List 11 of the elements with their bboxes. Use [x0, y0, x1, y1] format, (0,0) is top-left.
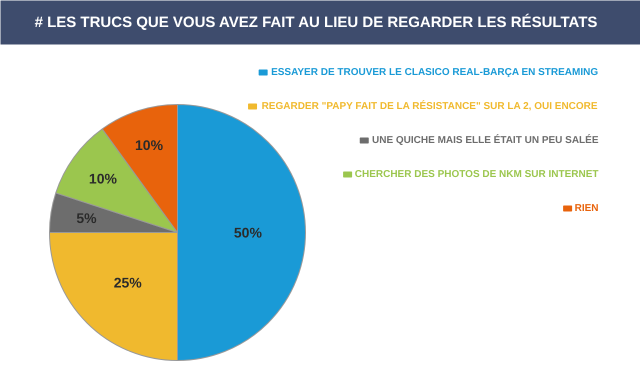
chart-title: # LES TRUCS QUE VOUS AVEZ FAIT AU LIEU DE REGARDER LES RÉSULTATS: [34, 13, 598, 31]
data-label: 5%: [76, 210, 98, 226]
legend-label: RIEN: [574, 203, 599, 214]
data-label: 25%: [114, 274, 142, 290]
data-label: 10%: [135, 136, 164, 153]
legend-label: UNE QUICHE MAIS ELLE ÉTAIT UN PEU SALÉE: [372, 134, 599, 146]
data-label: 50%: [234, 224, 262, 240]
legend-label: ESSAYER DE TROUVER LE CLASICO REAL-BARÇA EN STREAMING: [271, 67, 598, 78]
legend-label: CHERCHER DES PHOTOS DE NKM SUR INTERNET: [354, 169, 599, 180]
data-label: 10%: [88, 170, 118, 186]
legend-label: REGARDER "PAPY FAIT DE LA RÉSISTANCE" SUR LA 2, OUI ENCORE: [262, 100, 598, 112]
